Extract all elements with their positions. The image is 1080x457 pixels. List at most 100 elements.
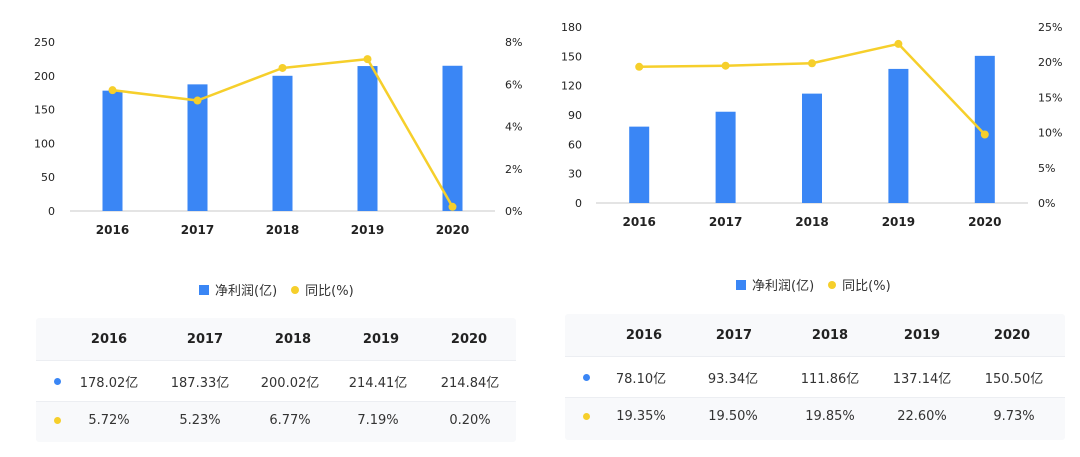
bar <box>102 90 123 211</box>
bar <box>888 68 909 203</box>
left-data-table: 2016 2017 2018 2019 2020 178.02亿 187.33亿… <box>36 318 516 442</box>
table-header-cell: 2018 <box>811 327 849 343</box>
left-y-tick-label: 120 <box>561 80 582 93</box>
table-header-cell: 2017 <box>715 327 753 343</box>
bar <box>802 93 822 203</box>
left-y-tick-label: 100 <box>34 137 55 150</box>
left-y-tick-label: 50 <box>41 171 55 184</box>
bar <box>715 111 736 203</box>
yoy-point <box>894 39 903 48</box>
bar <box>272 75 293 211</box>
left-y-tick-label: 250 <box>34 36 55 49</box>
legend-line-swatch <box>291 285 300 294</box>
x-category-label: 2020 <box>968 215 1001 229</box>
table-cell: 19.35% <box>616 408 666 424</box>
table-header-cell: 2016 <box>90 331 128 347</box>
right-y-tick-label: 2% <box>505 163 522 176</box>
table-header-cell: 2020 <box>993 327 1031 343</box>
table-cell: 78.10亿 <box>615 371 667 387</box>
yoy-point <box>193 96 202 105</box>
bar-series-marker <box>54 377 61 385</box>
x-category-label: 2017 <box>181 223 214 237</box>
table-header-cell: 2017 <box>186 331 224 347</box>
left-y-tick-label: 150 <box>561 50 582 63</box>
yoy-point <box>808 59 816 68</box>
x-category-label: 2016 <box>622 215 655 229</box>
x-category-label: 2017 <box>709 215 742 229</box>
yoy-point <box>108 86 117 95</box>
left-y-tick-label: 180 <box>561 21 582 34</box>
table-cell: 178.02亿 <box>79 375 139 391</box>
bar <box>629 126 650 203</box>
left-chart: 0 50 100 150 200 250 0% 2% 4% 6% 8% 2016 2017 2018 201… <box>34 36 522 237</box>
table-row: 178.02亿 187.33亿 200.02亿 214.41亿 214.84亿 <box>36 360 516 402</box>
table-header-cell: 2020 <box>450 331 488 347</box>
table-header-cell: 2018 <box>274 331 312 347</box>
right-y-tick-label: 0% <box>505 205 522 218</box>
table-cell: 214.84亿 <box>440 375 500 391</box>
legend-line-label: 同比(%) <box>305 284 354 299</box>
left-y-tick-label: 0 <box>48 205 55 218</box>
x-category-label: 2019 <box>882 215 915 229</box>
table-header-cell: 2019 <box>362 331 400 347</box>
x-category-label: 2020 <box>436 223 469 237</box>
left-y-tick-label: 60 <box>568 138 582 151</box>
right-y-tick-label: 10% <box>1038 127 1062 140</box>
right-y-tick-label: 6% <box>505 78 522 91</box>
table-cell: 200.02亿 <box>260 375 320 391</box>
table-cell: 137.14亿 <box>892 371 952 387</box>
yoy-point <box>721 61 730 70</box>
x-category-label: 2016 <box>96 223 129 237</box>
yoy-point <box>448 202 457 211</box>
table-row: 78.10亿 93.34亿 111.86亿 137.14亿 150.50亿 <box>565 356 1065 398</box>
x-category-label: 2018 <box>266 223 299 237</box>
legend-bar-label: 净利润(亿) <box>215 284 278 299</box>
yoy-point <box>278 63 287 72</box>
table-cell: 5.72% <box>88 412 130 428</box>
table-cell: 19.85% <box>805 408 855 424</box>
left-y-tick-label: 90 <box>568 109 582 122</box>
bar <box>187 84 208 211</box>
legend-bar-label: 净利润(亿) <box>752 279 815 294</box>
table-row: 5.72% 5.23% 6.77% 7.19% 0.20% <box>36 400 516 440</box>
table-cell: 93.34亿 <box>707 371 759 387</box>
table-cell: 187.33亿 <box>170 375 230 391</box>
bar <box>442 65 463 211</box>
legend-line-label: 同比(%) <box>842 279 891 294</box>
legend-bar-swatch <box>199 284 209 295</box>
right-data-table: 2016 2017 2018 2019 2020 78.10亿 93.34亿 1… <box>565 314 1065 440</box>
yoy-point <box>363 55 372 64</box>
table-header-cell: 2019 <box>903 327 941 343</box>
table-cell: 5.23% <box>179 412 221 428</box>
table-header-row: 2016 2017 2018 2019 2020 <box>565 314 1065 356</box>
legend-line-swatch <box>828 280 837 289</box>
yoy-point <box>635 62 644 71</box>
bar-series-marker <box>583 373 590 381</box>
x-category-label: 2019 <box>351 223 384 237</box>
line-series-marker <box>54 416 61 424</box>
right-legend: 净利润(亿) 同比(%) <box>736 275 891 294</box>
x-category-label: 2018 <box>795 215 828 229</box>
right-y-tick-label: 4% <box>505 121 522 134</box>
table-cell: 6.77% <box>269 412 311 428</box>
table-header-cell: 2016 <box>625 327 663 343</box>
yoy-point <box>980 130 989 139</box>
table-cell: 214.41亿 <box>348 375 408 391</box>
left-y-tick-label: 200 <box>34 70 55 83</box>
left-y-tick-label: 150 <box>34 104 55 117</box>
table-cell: 150.50亿 <box>984 371 1044 387</box>
right-chart: 0 30 60 90 120 150 180 0% 5% 10% 15% 20% 25% 2016 2017… <box>561 21 1062 229</box>
table-cell: 9.73% <box>993 408 1035 424</box>
right-y-tick-label: 8% <box>505 36 522 49</box>
table-cell: 111.86亿 <box>800 371 860 387</box>
bar <box>974 55 995 203</box>
right-y-tick-label: 15% <box>1038 91 1062 104</box>
legend-bar-swatch <box>736 279 746 290</box>
table-cell: 19.50% <box>708 408 758 424</box>
table-header-row: 2016 2017 2018 2019 2020 <box>36 318 516 360</box>
right-y-tick-label: 20% <box>1038 56 1062 69</box>
table-cell: 22.60% <box>897 408 947 424</box>
left-legend: 净利润(亿) 同比(%) <box>199 280 354 299</box>
right-y-tick-label: 25% <box>1038 21 1062 34</box>
table-row: 19.35% 19.50% 19.85% 22.60% 9.73% <box>565 396 1065 436</box>
